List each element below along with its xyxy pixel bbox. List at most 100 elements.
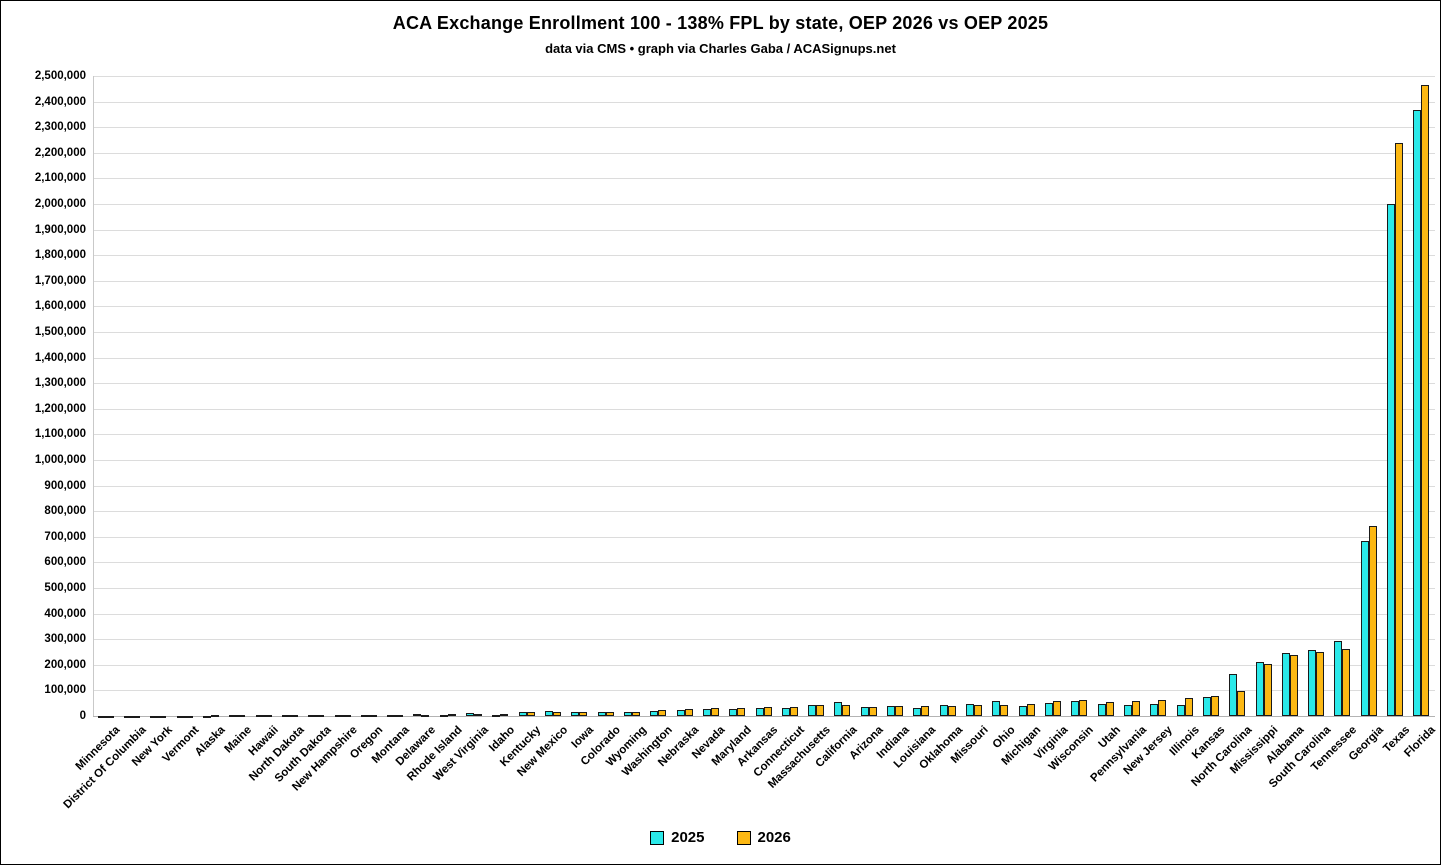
bar-2026-ohio (1000, 704, 1009, 716)
bar-2025-delaware (413, 713, 422, 716)
bar-2025-alaska (202, 715, 211, 718)
legend-item-2025: 2025 (650, 829, 705, 846)
bar-2025-florida (1413, 109, 1422, 716)
bar-2026-iowa (579, 711, 588, 716)
bar-2026-michigan (1026, 704, 1035, 716)
y-tick-label: 1,800,000 (34, 249, 86, 262)
y-tick-label: 1,500,000 (34, 326, 86, 338)
bar-2026-missouri (974, 705, 982, 716)
bar-2025-arkansas (755, 708, 764, 716)
bar-2026-district-of-columbia (132, 715, 140, 718)
y-tick-label: 900,000 (44, 479, 86, 492)
y-tick-label: 1,400,000 (34, 351, 86, 364)
bar-2026-oklahoma (947, 705, 956, 716)
bar-2026-montana (395, 714, 404, 717)
gridline (93, 485, 1435, 487)
bar-2026-north-dakota (289, 715, 298, 718)
gridline (93, 664, 1435, 666)
y-tick-label: 1,900,000 (34, 223, 86, 236)
bar-2026-pennsylvania (1131, 701, 1140, 716)
bar-2026-kentucky (526, 712, 535, 716)
bar-2026-delaware (421, 714, 430, 717)
y-tick-label: 1,700,000 (34, 274, 86, 287)
bar-2025-michigan (1018, 705, 1027, 716)
bar-2025-wisconsin (1071, 701, 1080, 716)
chart-title: ACA Exchange Enrollment 100 - 138% FPL b… (392, 13, 1049, 33)
bar-2026-florida (1421, 85, 1430, 716)
bar-2026-maryland (737, 707, 746, 716)
bar-2026-idaho (500, 713, 509, 716)
y-axis-line (93, 76, 94, 716)
legend-swatch-2026 (736, 830, 751, 845)
legend-label: 2026 (757, 829, 791, 846)
bar-2025-virginia (1045, 702, 1053, 716)
bar-2025-south-dakota (308, 715, 317, 718)
bar-2025-iowa (571, 712, 580, 716)
y-tick-label: 700,000 (44, 530, 86, 543)
bar-2026-arkansas (763, 707, 772, 716)
chart-subtitle: data via CMS • graph via Charles Gaba / … (545, 41, 896, 56)
bar-2025-vermont (176, 715, 185, 718)
gridline (93, 357, 1435, 359)
gridline (93, 332, 1435, 333)
bar-2025-maryland (729, 708, 738, 716)
y-tick-label: 800,000 (44, 505, 86, 518)
gridline (93, 716, 1435, 717)
gridline (93, 204, 1435, 205)
bar-2025-washington (650, 711, 659, 716)
bar-2025-georgia (1360, 540, 1369, 716)
gridline (93, 511, 1435, 513)
gridline (93, 588, 1435, 589)
y-tick-label: 200,000 (44, 658, 86, 671)
bar-2025-south-carolina (1308, 650, 1317, 716)
bar-2026-new-york (158, 715, 167, 718)
bar-2026-colorado (605, 711, 614, 716)
bar-2025-arizona (860, 707, 869, 716)
bar-2026-arizona (868, 706, 877, 716)
bar-2025-oklahoma (939, 705, 948, 716)
bar-2026-new-hampshire (342, 714, 351, 717)
y-tick-label: 2,200,000 (34, 146, 86, 159)
bar-2026-oregon (368, 714, 377, 717)
bar-2025-nebraska (676, 709, 685, 716)
bar-2025-tennessee (1334, 641, 1343, 716)
y-tick-label: 300,000 (44, 633, 86, 646)
gridline (93, 408, 1435, 410)
y-tick-label: 1,200,000 (34, 402, 86, 415)
gridline (93, 280, 1435, 282)
y-tick-label: 2,300,000 (34, 121, 86, 134)
gridline (93, 434, 1435, 436)
bar-2026-vermont (184, 715, 193, 718)
gridline (93, 690, 1435, 692)
bar-2026-alabama (1289, 654, 1298, 716)
bar-2026-new-mexico (553, 712, 561, 716)
bar-2026-minnesota (105, 715, 114, 718)
bar-2026-west-virginia (474, 714, 482, 717)
bar-2025-alabama (1281, 653, 1290, 716)
bar-2025-new-york (150, 715, 159, 718)
bar-2026-virginia (1053, 701, 1061, 716)
bar-2026-mississippi (1263, 664, 1272, 716)
bar-2025-district-of-columbia (124, 715, 132, 718)
bar-2025-north-dakota (281, 715, 290, 718)
legend-swatch-2025 (650, 830, 665, 845)
bar-2026-texas (1395, 143, 1403, 716)
bar-2026-alaska (210, 715, 219, 718)
y-tick-label: 0 (79, 710, 86, 722)
bar-2026-maine (237, 715, 246, 718)
y-tick-label: 600,000 (44, 556, 86, 569)
bar-2026-connecticut (789, 706, 798, 716)
bar-2025-texas (1387, 204, 1395, 716)
bar-2025-ohio (992, 700, 1001, 716)
bar-2025-utah (1097, 703, 1106, 716)
legend-label: 2025 (671, 829, 705, 846)
bar-2025-new-hampshire (334, 715, 343, 717)
bar-2026-nebraska (684, 708, 693, 716)
gridline (93, 460, 1435, 461)
gridline (93, 383, 1435, 385)
gridline (93, 178, 1435, 180)
bar-2026-illinois (1184, 698, 1193, 716)
gridline (93, 639, 1435, 641)
